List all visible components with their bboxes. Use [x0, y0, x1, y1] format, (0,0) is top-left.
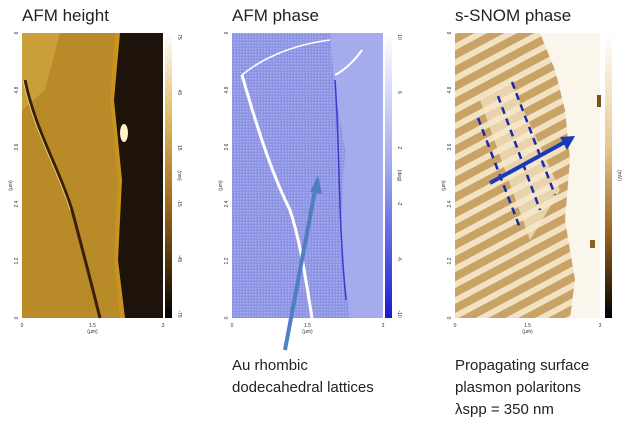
snom-phase-image [455, 33, 601, 318]
y-unit: (µm) [441, 180, 447, 191]
x-tick-label: 1.5 [524, 323, 531, 329]
y-tick-label: 3.6 [447, 143, 453, 150]
afm-phase-image [232, 33, 383, 351]
x-tick-label: 0 [21, 323, 24, 329]
x-tick-label: 0 [231, 323, 234, 329]
x-unit: (µm) [87, 329, 98, 335]
colorbar-unit: (deg) [396, 170, 402, 182]
y-tick-label: 4.8 [14, 86, 20, 93]
colorbar [605, 33, 612, 318]
colorbar-tick-label: 15 [176, 145, 182, 151]
colorbar-tick-label: -2 [396, 201, 402, 206]
colorbar-tick-label: 45 [176, 90, 182, 96]
x-unit: (µm) [522, 329, 533, 335]
x-tick-label: 3 [599, 323, 602, 329]
colorbar-tick-label: -10 [396, 310, 402, 317]
y-tick-label: 3.6 [224, 143, 230, 150]
y-tick-label: 1.2 [224, 257, 230, 264]
colorbar-tick-label: -15 [176, 200, 182, 207]
panel-title: AFM height [22, 6, 109, 25]
y-tick-label: 6 [14, 31, 20, 34]
annotation: dodecahedral lattices [232, 379, 374, 396]
colorbar-tick-label: -75 [176, 310, 182, 317]
y-tick-label: 2.4 [14, 200, 20, 207]
annotation: plasmon polaritons [455, 379, 581, 396]
colorbar-tick-label: 75 [176, 34, 182, 40]
y-unit: (µm) [8, 180, 14, 191]
x-tick-label: 3 [382, 323, 385, 329]
colorbar-tick-label: 10 [396, 34, 402, 40]
y-tick-label: 6 [447, 31, 453, 34]
y-tick-label: 2.4 [224, 200, 230, 207]
y-tick-label: 4.8 [224, 86, 230, 93]
colorbar-unit: (mV) [616, 170, 622, 181]
y-tick-label: 1.2 [447, 257, 453, 264]
x-unit: (µm) [302, 329, 313, 335]
y-tick-label: 1.2 [14, 257, 20, 264]
y-tick-label: 0 [14, 316, 20, 319]
colorbar-unit: (nm) [176, 170, 182, 181]
annotation: λspp = 350 nm [455, 401, 554, 418]
y-tick-label: 6 [224, 31, 230, 34]
annotation: Propagating surface [455, 357, 589, 374]
colorbar [385, 33, 392, 318]
y-tick-label: 0 [447, 316, 453, 319]
colorbar-tick-label: 6 [396, 91, 402, 94]
colorbar-tick-label: -45 [176, 255, 182, 262]
x-tick-label: 3 [162, 323, 165, 329]
annotation: Au rhombic [232, 357, 308, 374]
panel-title: s-SNOM phase [455, 6, 571, 25]
y-tick-label: 0 [224, 316, 230, 319]
x-tick-label: 1.5 [304, 323, 311, 329]
y-tick-label: 3.6 [14, 143, 20, 150]
colorbar [165, 33, 172, 318]
panel-title: AFM phase [232, 6, 319, 25]
y-tick-label: 2.4 [447, 200, 453, 207]
x-tick-label: 0 [454, 323, 457, 329]
afm-height-image [22, 33, 163, 319]
x-tick-label: 1.5 [89, 323, 96, 329]
y-unit: (µm) [218, 180, 224, 191]
colorbar-tick-label: 2 [396, 146, 402, 149]
y-tick-label: 4.8 [447, 86, 453, 93]
colorbar-tick-label: -6 [396, 256, 402, 261]
